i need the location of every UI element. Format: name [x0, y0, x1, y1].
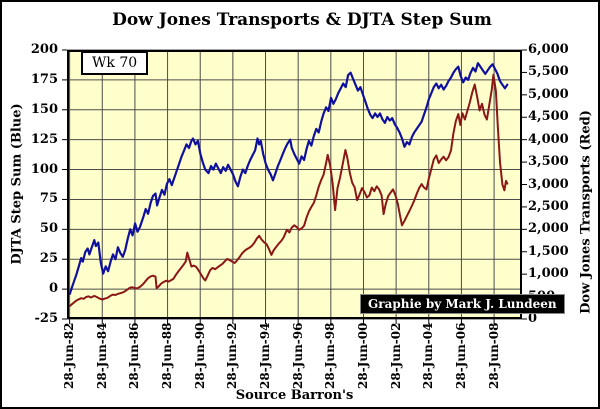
- right-axis-tick-label: 1,000: [528, 266, 569, 282]
- left-axis-tick-label: 25: [39, 251, 58, 267]
- left-axis-tick-label: 50: [39, 221, 58, 237]
- right-axis-title: Dow Jones Transports (Red): [578, 110, 594, 314]
- left-axis-tick-label: 75: [39, 191, 58, 207]
- credit-box: Graphie by Mark J. Lundeen: [360, 294, 565, 314]
- left-axis-tick-label: 150: [30, 101, 58, 117]
- plot-border: [67, 50, 522, 319]
- x-axis-tick-label: 28-Jun-02: [388, 322, 403, 390]
- right-axis-tick-label: 4,000: [528, 131, 569, 147]
- left-axis-tick-label: -25: [34, 311, 59, 326]
- right-axis-tick-label: 5,500: [528, 64, 569, 80]
- x-axis-tick-label: 28-Jun-90: [192, 322, 207, 390]
- x-axis-tick-label: 28-Jun-84: [94, 322, 109, 390]
- source-label: Source Barron's: [235, 388, 354, 403]
- left-axis-title: DJTA Step Sum (Blue): [9, 103, 25, 265]
- left-axis-tick-label: 125: [30, 131, 58, 147]
- right-axis-tick-label: 2,500: [528, 198, 569, 214]
- right-axis-tick-label: 0: [528, 311, 538, 326]
- week-annotation: Wk 70: [81, 51, 149, 75]
- x-axis-tick-label: 28-Jun-82: [62, 322, 77, 390]
- x-axis-tick-label: 28-Jun-06: [453, 322, 468, 390]
- left-axis-tick-label: 200: [30, 42, 58, 57]
- right-axis-tick-label: 1,500: [528, 243, 569, 259]
- left-axis-tick-label: 100: [30, 161, 58, 177]
- x-axis-tick-label: 28-Jun-94: [258, 322, 273, 390]
- left-axis-tick-label: 0: [48, 281, 58, 297]
- transports-line: [68, 73, 509, 307]
- right-axis-tick-label: 2,000: [528, 221, 569, 237]
- x-axis-tick-label: 28-Jun-98: [323, 322, 338, 390]
- x-axis-tick-label: 28-Jun-04: [421, 322, 436, 390]
- chart-title: Dow Jones Transports & DJTA Step Sum: [112, 10, 492, 30]
- right-axis-tick-label: 5,000: [528, 86, 569, 102]
- step-sum-line: [68, 62, 509, 295]
- x-axis-tick-label: 28-Jun-88: [160, 322, 175, 390]
- right-axis-tick-label: 4,500: [528, 109, 569, 125]
- plot-background: [67, 50, 522, 319]
- x-axis-tick-label: 28-Jun-96: [290, 322, 305, 390]
- right-axis-tick-label: 3,500: [528, 154, 569, 170]
- tick-marks: [62, 49, 527, 324]
- right-axis-tick-label: 3,000: [528, 176, 569, 192]
- x-axis-tick-label: 28-Jun-92: [225, 322, 240, 390]
- left-axis-tick-label: 175: [30, 71, 58, 87]
- x-axis-tick-label: 28-Jun-08: [486, 322, 501, 390]
- right-axis-tick-label: 6,000: [528, 42, 569, 57]
- x-axis-tick-label: 28-Jun-86: [127, 322, 142, 390]
- x-axis-tick-label: 28-Jun-00: [355, 322, 370, 390]
